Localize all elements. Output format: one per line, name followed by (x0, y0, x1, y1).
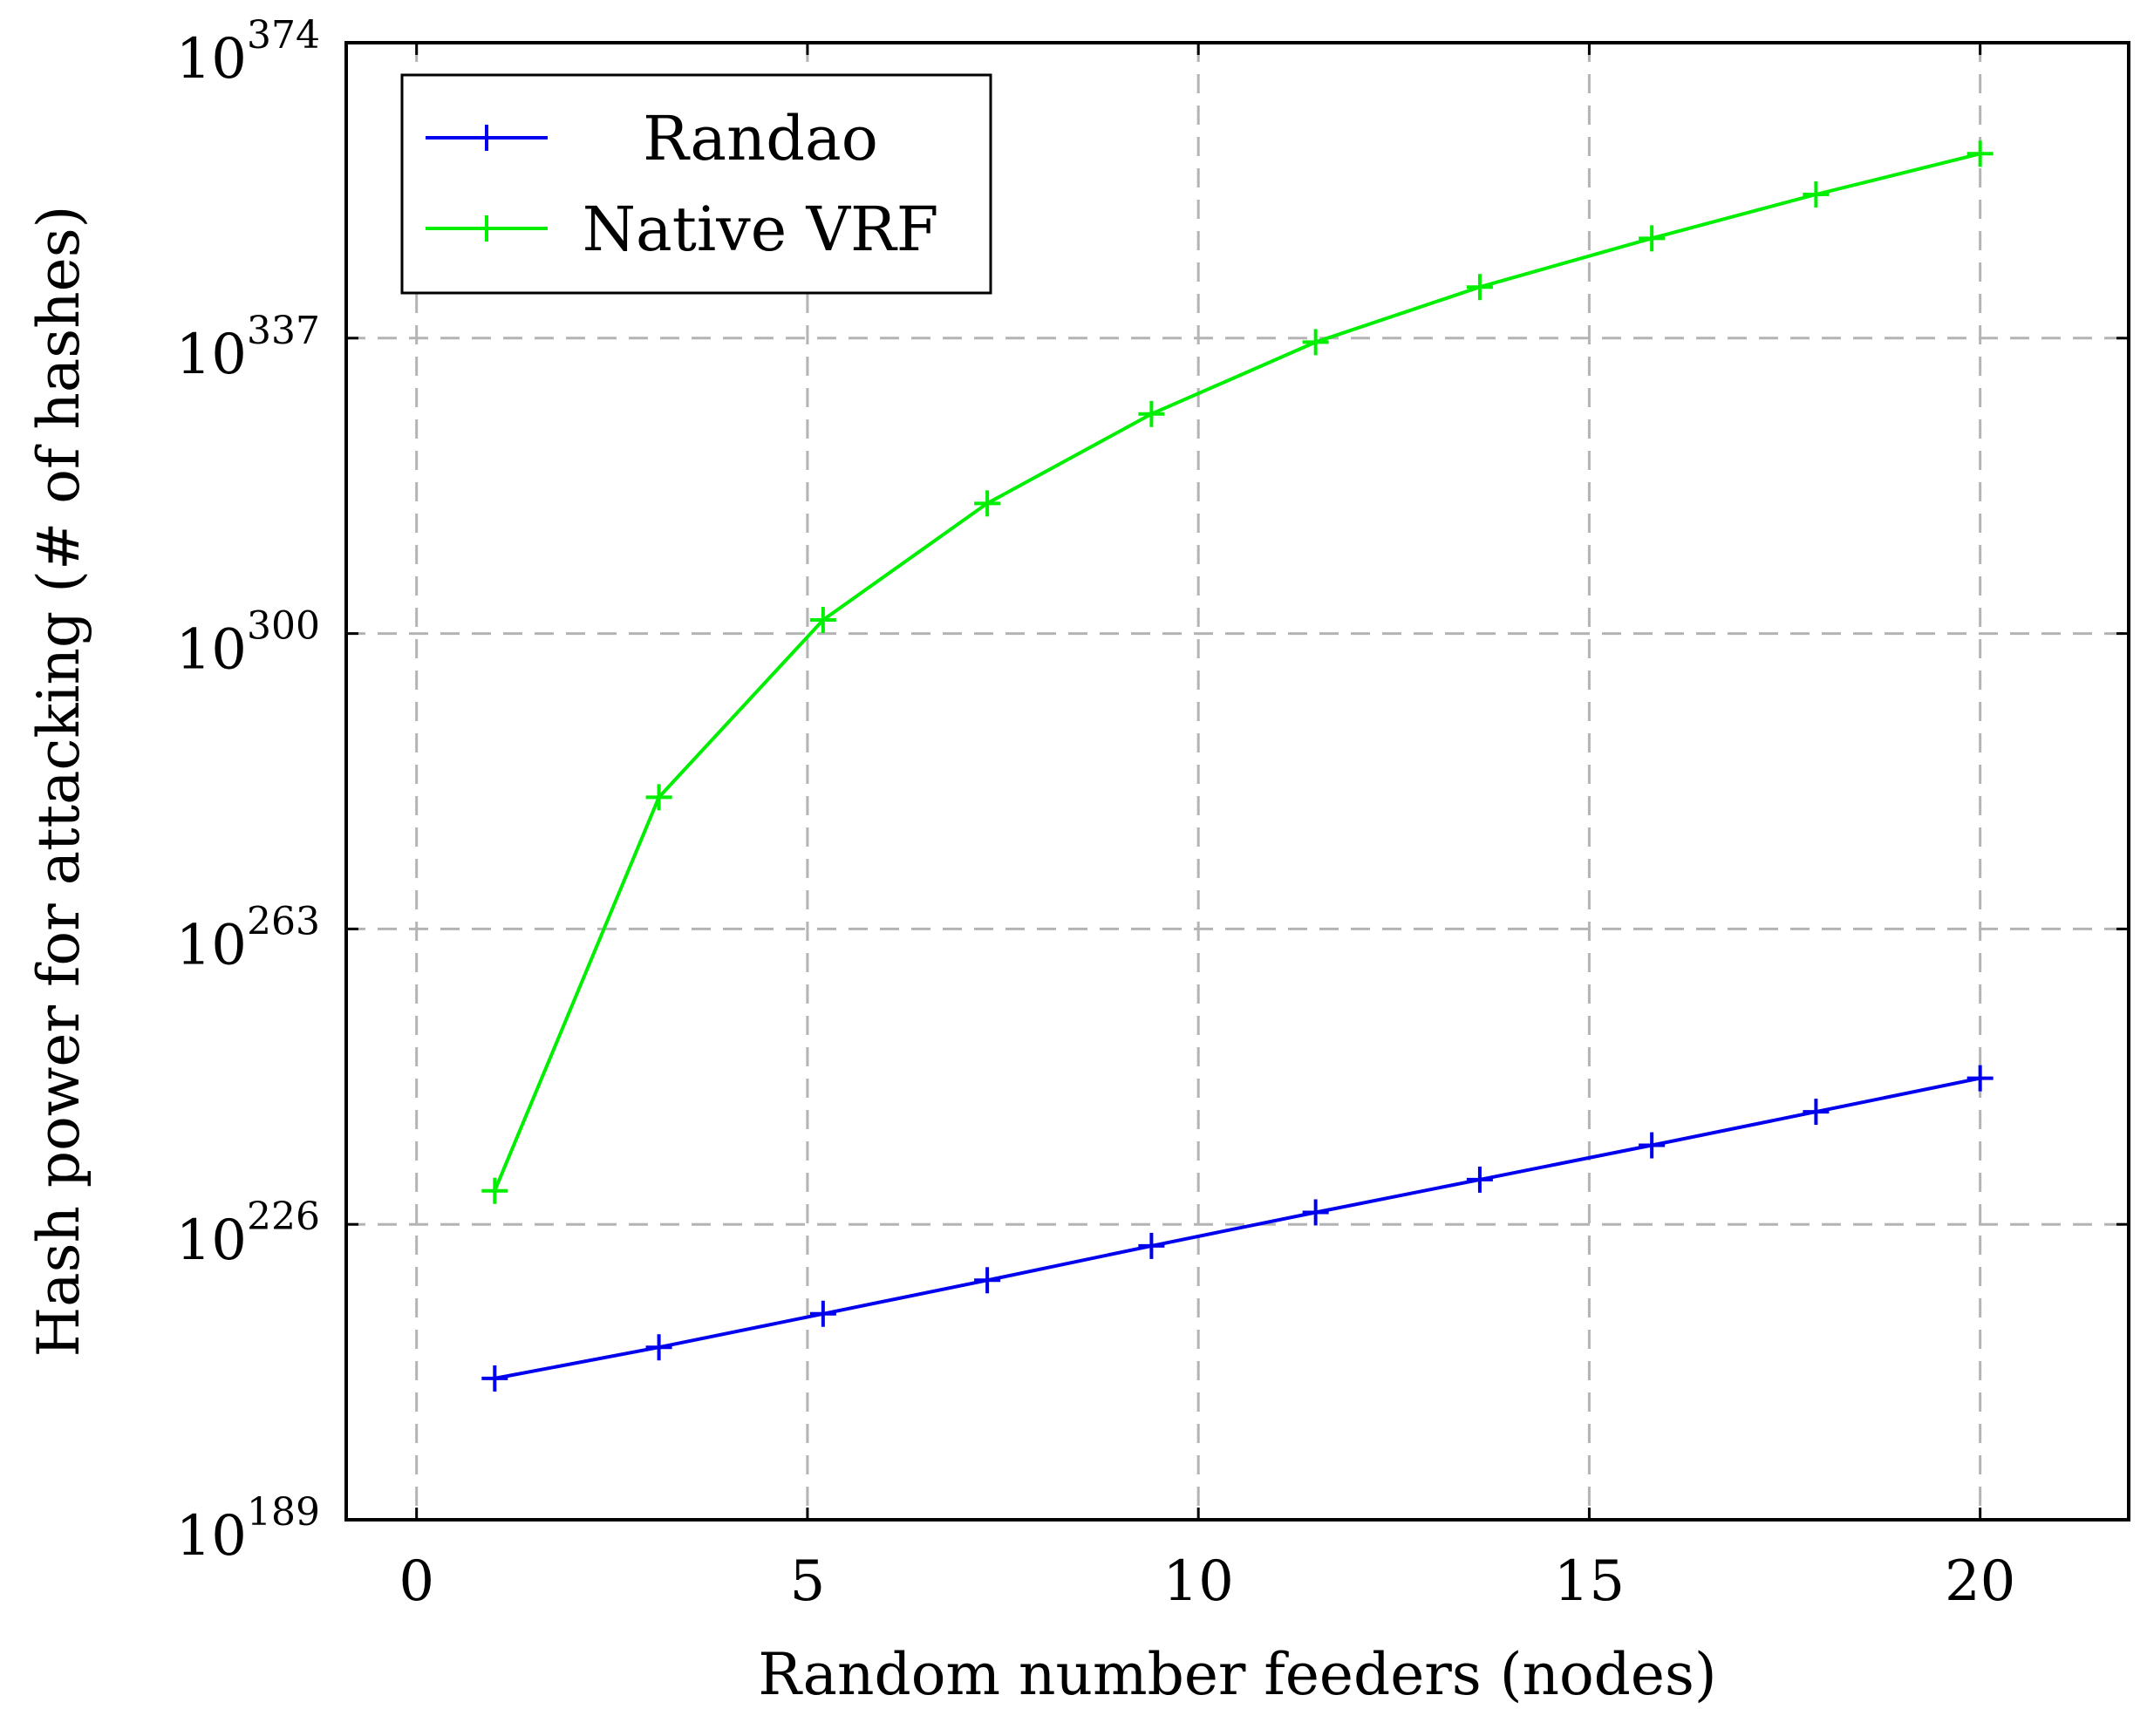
x-tick-label: 20 (1945, 1549, 2015, 1614)
y-tick-base: 10 (176, 323, 247, 387)
data-point-marker (809, 607, 836, 634)
data-point-marker (1466, 274, 1493, 301)
data-point-marker (645, 784, 672, 811)
x-tick-label: 10 (1162, 1549, 1233, 1614)
y-tick-label: 10263 (176, 899, 320, 977)
data-point-marker (1803, 180, 1830, 208)
legend-entry: Randao (426, 103, 878, 174)
data-point-marker (1302, 1199, 1329, 1226)
legend: Randao Native VRF (400, 73, 992, 295)
y-tick-exponent: 226 (247, 1195, 320, 1239)
plot-frame (344, 41, 2130, 1522)
y-tick-base: 10 (176, 1208, 247, 1273)
x-axis-label: Random number feeders (nodes) (758, 1641, 1716, 1708)
x-tick-label: 0 (399, 1549, 434, 1614)
y-tick-base: 10 (176, 27, 247, 92)
y-tick-label: 10374 (176, 13, 320, 92)
y-tick-exponent: 189 (247, 1490, 320, 1535)
data-point-marker (974, 490, 1001, 517)
y-tick-exponent: 300 (247, 604, 320, 649)
data-point-marker (809, 1300, 836, 1327)
y-tick-exponent: 337 (247, 309, 320, 353)
y-tick-exponent: 263 (247, 899, 320, 943)
data-point-marker (974, 1267, 1001, 1294)
grid (346, 43, 2129, 1520)
data-point-marker (1803, 1099, 1830, 1126)
y-tick-exponent: 374 (247, 13, 320, 58)
x-tick-label: 5 (790, 1549, 826, 1614)
data-point-marker (1466, 1166, 1493, 1193)
y-tick-base: 10 (176, 1504, 247, 1569)
y-tick-label: 10189 (176, 1490, 320, 1569)
series-line (494, 1076, 1981, 1380)
y-tick-base: 10 (176, 913, 247, 977)
legend-label: Randao (643, 103, 878, 174)
y-axis-label: Hash power for attacking (# of hashes) (25, 206, 92, 1358)
data-point-marker (1639, 225, 1666, 252)
data-point-marker (1966, 140, 1994, 167)
legend-box (400, 73, 992, 295)
data-point-marker (1138, 1232, 1165, 1259)
legend-label: Native VRF (583, 194, 939, 265)
data-point-marker (481, 1365, 508, 1392)
series-line (493, 152, 1981, 1192)
y-tick-label: 10226 (176, 1195, 320, 1273)
y-tick-label: 10337 (176, 309, 320, 387)
y-tick-label: 10300 (176, 604, 320, 683)
data-point-marker (1138, 400, 1165, 427)
legend-entry: Native VRF (426, 194, 938, 265)
x-tick-label: 15 (1554, 1549, 1625, 1614)
data-point-marker (645, 1334, 672, 1361)
series-layer (481, 140, 1994, 1392)
y-tick-base: 10 (176, 618, 247, 683)
data-point-marker (1302, 329, 1329, 356)
data-point-marker (1966, 1065, 1994, 1092)
data-point-marker (1639, 1132, 1666, 1159)
data-point-marker (481, 1177, 508, 1204)
